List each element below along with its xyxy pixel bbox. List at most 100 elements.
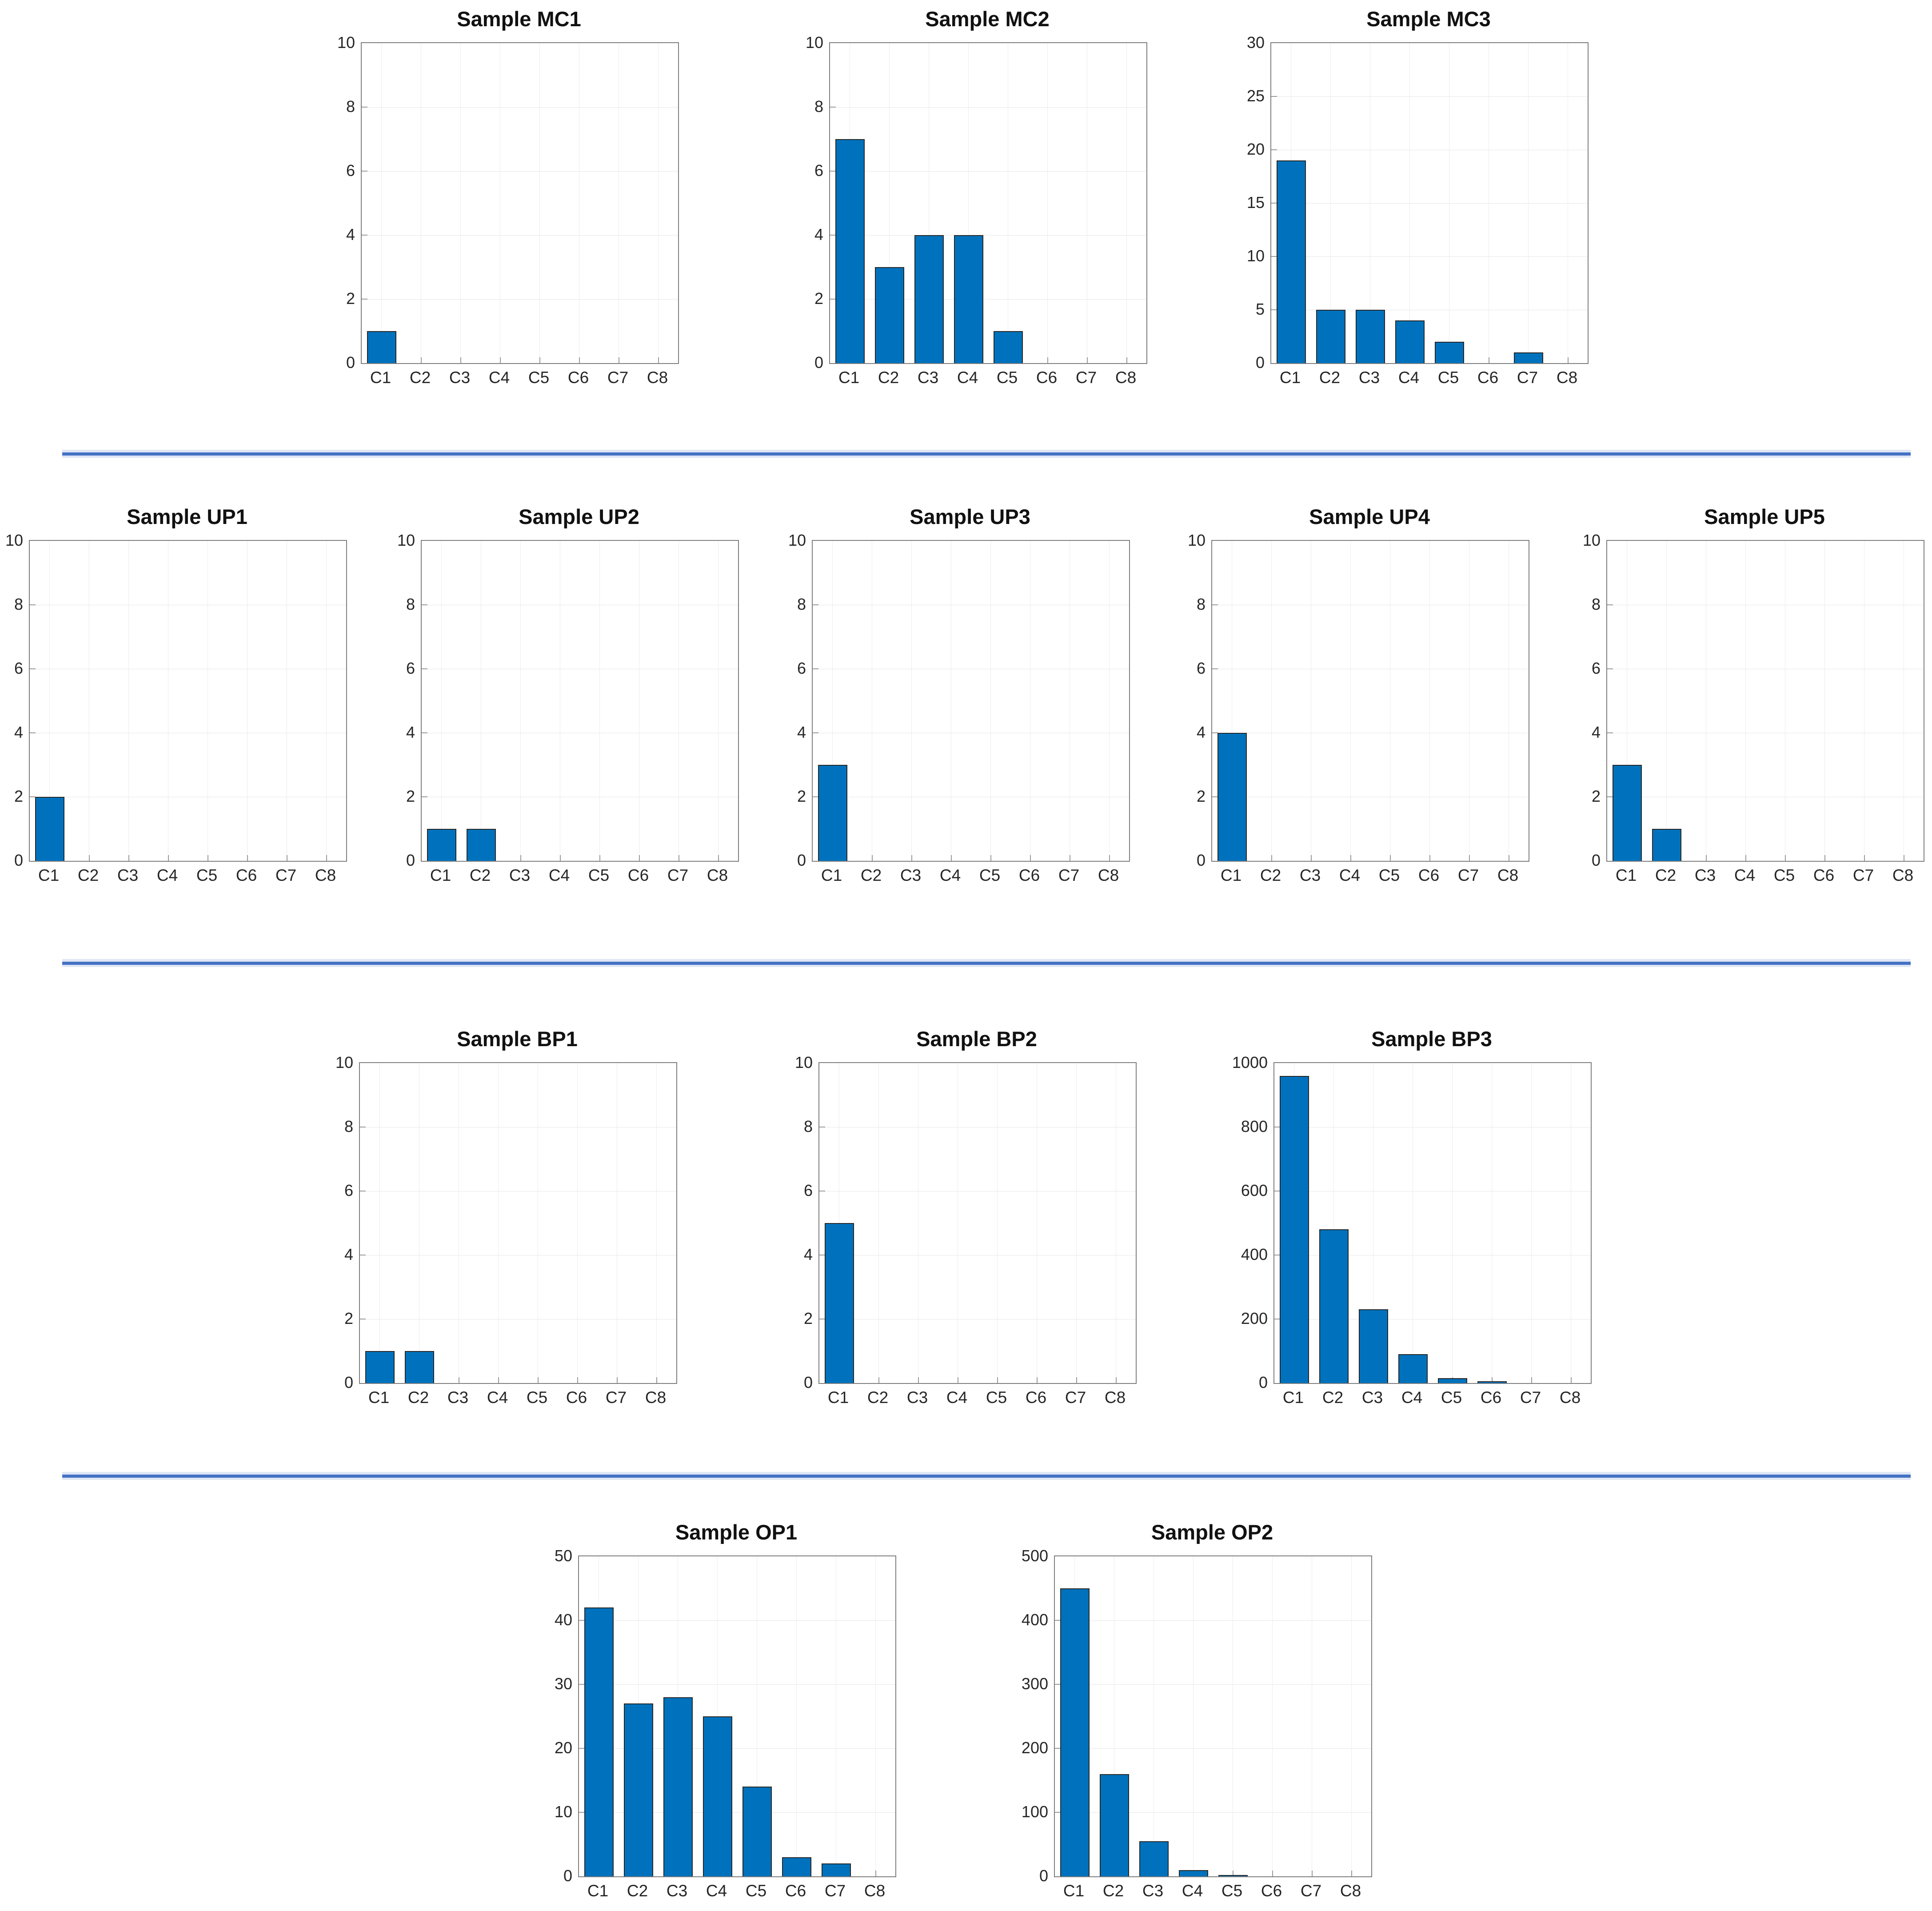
chart-sample-op1: Sample OP1 0 10 20 30 40 50 C1 C2 C3 C4 C5 C6 C7 C8 [536, 1520, 908, 1911]
x-gridline [1272, 1556, 1273, 1876]
x-tick-label: C8 [864, 1882, 886, 1900]
y-tick-mark [579, 1812, 585, 1813]
bar-C2 [623, 1703, 653, 1876]
x-gridline [911, 541, 912, 861]
x-gridline [1109, 541, 1110, 861]
x-gridline [1076, 1063, 1077, 1383]
x-tick-label: C2 [627, 1882, 648, 1900]
x-tick-label: C5 [1773, 866, 1795, 884]
bar-C1 [584, 1607, 614, 1876]
x-tick-mark [656, 1377, 657, 1383]
y-tick-mark [1271, 203, 1277, 204]
bar-C3 [1139, 1841, 1169, 1876]
x-tick-label: C7 [607, 368, 629, 387]
y-tick-mark [813, 604, 818, 605]
y-tick-label: 400 [1241, 1245, 1268, 1263]
y-tick-label: 6 [797, 659, 806, 677]
chart-sample-up3: Sample UP3 0 2 4 6 8 10 C1 C2 C3 C4 C5 C6 C7 C8 [770, 504, 1142, 896]
x-tick-mark [997, 1377, 998, 1383]
y-tick-mark [1607, 732, 1613, 733]
chart-title-sample-bp2: Sample BP2 [916, 1027, 1037, 1051]
x-tick-mark [499, 357, 501, 363]
x-tick-mark [577, 1377, 578, 1383]
y-tick-mark [1607, 668, 1613, 669]
bar-C4 [954, 235, 983, 363]
x-gridline [1333, 1063, 1334, 1383]
y-tick-label: 0 [563, 1867, 572, 1885]
x-tick-mark [88, 855, 90, 861]
x-tick-mark [168, 855, 169, 861]
x-tick-label: C4 [488, 368, 510, 387]
x-tick-mark [537, 1377, 539, 1383]
x-tick-mark [599, 855, 600, 861]
x-tick-label: C4 [1398, 368, 1420, 387]
y-tick-label: 6 [344, 1181, 353, 1199]
x-tick-label: C6 [567, 368, 589, 387]
x-tick-label: C8 [1098, 866, 1119, 884]
y-tick-label: 10 [1187, 531, 1206, 549]
x-tick-label: C4 [1339, 866, 1361, 884]
x-tick-mark [1311, 1871, 1313, 1876]
x-tick-label: C4 [548, 866, 570, 884]
x-tick-label: C5 [526, 1388, 548, 1407]
x-tick-label: C1 [821, 866, 842, 884]
x-gridline [326, 541, 327, 861]
chart-sample-op2: Sample OP2 0 100 200 300 400 500 C1 C2 C3 C4 C5 C6 C7… [1012, 1520, 1384, 1911]
x-gridline [520, 541, 521, 861]
x-gridline [1745, 541, 1746, 861]
y-tick-label: 6 [803, 1181, 813, 1199]
y-tick-mark [1055, 1684, 1061, 1685]
x-tick-label: C8 [1104, 1388, 1126, 1407]
bar-C1 [1060, 1588, 1090, 1876]
y-gridline [1055, 1812, 1371, 1813]
chart-title-sample-up2: Sample UP2 [519, 505, 639, 528]
y-tick-mark [1212, 796, 1218, 797]
chart-sample-up2: Sample UP2 0 2 4 6 8 10 C1 C2 C3 C4 C5 C6 C7 C8 [379, 504, 750, 896]
bar-C5 [993, 331, 1023, 363]
x-gridline [128, 541, 129, 861]
x-tick-label: C3 [447, 1388, 469, 1407]
y-tick-label: 2 [346, 289, 355, 308]
x-tick-label: C8 [1115, 368, 1137, 387]
x-tick-label: C2 [1322, 1388, 1344, 1407]
y-tick-mark [362, 235, 367, 236]
y-tick-mark [1271, 256, 1277, 257]
x-gridline [381, 43, 382, 363]
x-gridline [599, 541, 600, 861]
y-gridline [1271, 203, 1588, 204]
y-tick-label: 0 [1039, 1867, 1048, 1885]
row-divider-1-line [62, 452, 1911, 456]
chart-title-sample-mc3: Sample MC3 [1366, 7, 1491, 31]
x-tick-label: C8 [315, 866, 336, 884]
y-tick-label: 6 [1591, 659, 1601, 677]
y-tick-label: 4 [803, 1245, 813, 1263]
y-gridline [579, 1812, 895, 1813]
x-gridline [1047, 43, 1048, 363]
x-tick-mark [1567, 357, 1569, 363]
bar-C1 [824, 1223, 854, 1383]
x-tick-label: C3 [1358, 368, 1380, 387]
x-tick-label: C5 [1221, 1882, 1243, 1900]
x-tick-label: C8 [1497, 866, 1519, 884]
y-tick-label: 800 [1241, 1117, 1268, 1135]
x-tick-mark [247, 855, 248, 861]
bar-C2 [1316, 310, 1345, 363]
x-tick-label: C5 [745, 1882, 767, 1900]
x-tick-label: C3 [117, 866, 139, 884]
chart-title-sample-up3: Sample UP3 [910, 505, 1030, 528]
x-tick-label: C7 [1058, 866, 1080, 884]
y-tick-label: 25 [1246, 87, 1265, 105]
x-tick-label: C1 [370, 368, 391, 387]
y-tick-label: 20 [1246, 140, 1265, 158]
bar-C6 [782, 1857, 811, 1876]
x-tick-mark [1272, 1871, 1273, 1876]
y-tick-mark [30, 796, 36, 797]
y-tick-label: 600 [1241, 1181, 1268, 1199]
x-tick-label: C8 [707, 866, 728, 884]
x-tick-mark [420, 357, 422, 363]
y-tick-label: 10 [397, 531, 415, 549]
y-tick-label: 8 [346, 97, 355, 116]
y-tick-label: 8 [803, 1117, 813, 1135]
x-tick-mark [1864, 855, 1865, 861]
